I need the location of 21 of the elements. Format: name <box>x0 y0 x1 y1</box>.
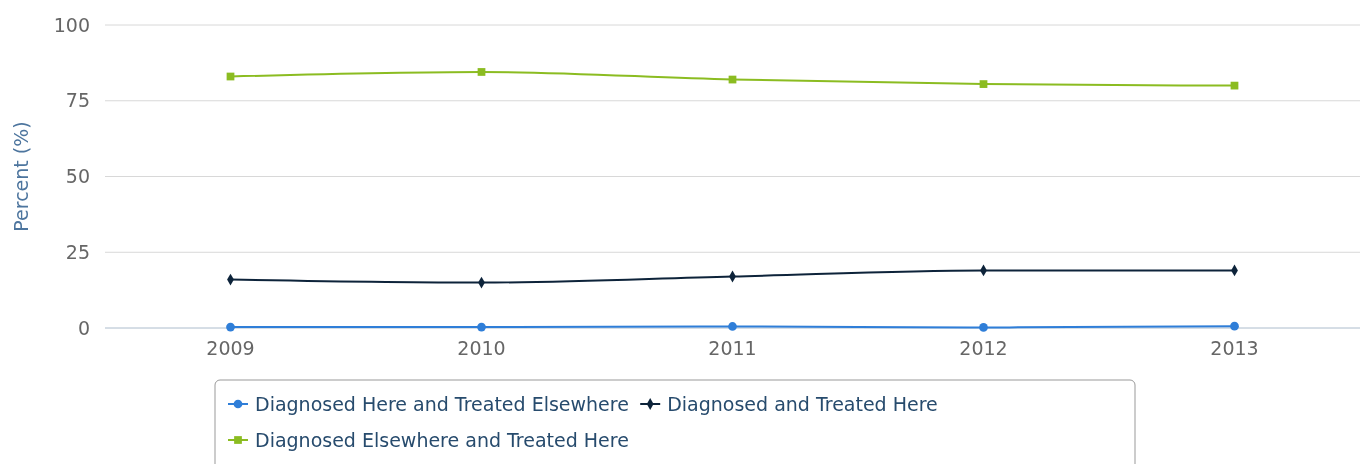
point <box>477 322 486 332</box>
y-tick-label: 25 <box>65 240 90 263</box>
x-tick-label: 2010 <box>457 336 506 359</box>
y-tick-label: 75 <box>65 89 90 112</box>
y-tick-label: 100 <box>53 13 90 36</box>
point <box>1230 321 1239 331</box>
legend-label: Diagnosed and Treated Here <box>667 392 938 415</box>
x-tick-label: 2013 <box>1210 336 1259 359</box>
y-tick-label: 50 <box>65 165 90 188</box>
x-tick-label: 2012 <box>959 336 1008 359</box>
point <box>979 80 988 88</box>
point <box>728 322 737 331</box>
x-tick-label: 2011 <box>708 336 757 359</box>
y-tick-label: 0 <box>77 316 90 339</box>
point <box>477 68 486 76</box>
legend-label: Diagnosed Here and Treated Elsewhere <box>255 392 629 415</box>
legend-label: Diagnosed Elsewhere and Treated Here <box>255 428 629 451</box>
x-tick-label: 2009 <box>206 336 255 359</box>
y-axis-title: Percent (%) <box>10 121 32 232</box>
point <box>979 323 988 332</box>
point <box>226 322 235 332</box>
